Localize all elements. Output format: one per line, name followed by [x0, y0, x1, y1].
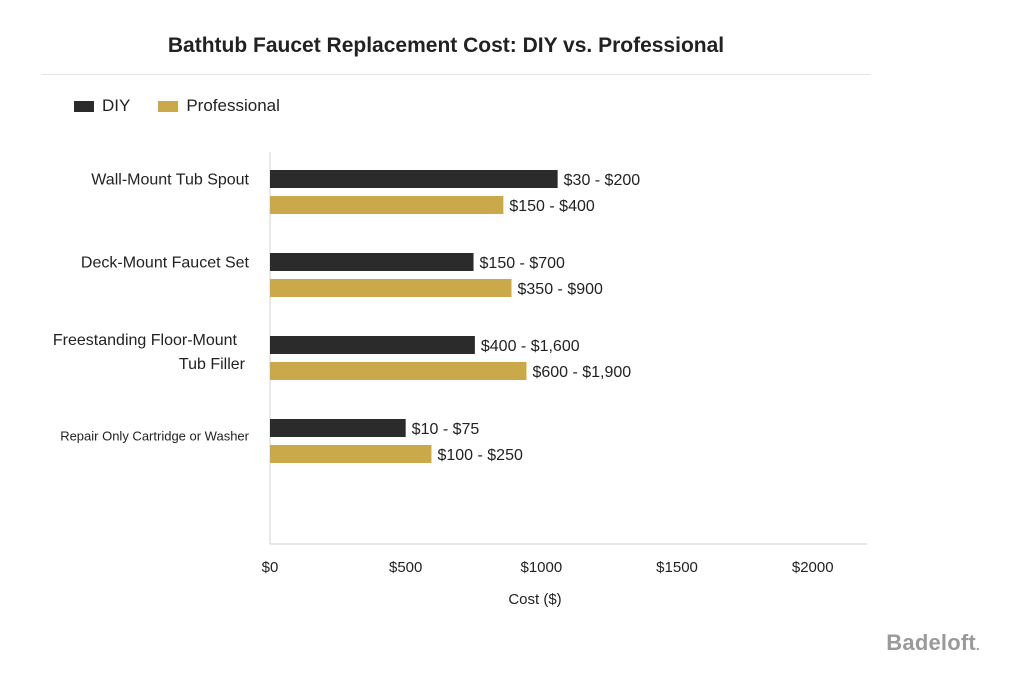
- category-label: Repair Only Cartridge or Washer: [60, 429, 249, 444]
- title-divider: [42, 74, 870, 75]
- x-tick-label: $500: [389, 559, 422, 576]
- x-axis-label: Cost ($): [508, 591, 561, 608]
- chart-title: Bathtub Faucet Replacement Cost: DIY vs.…: [167, 34, 725, 57]
- x-tick-label: $1000: [521, 559, 563, 576]
- bar-value-label: $30 - $200: [564, 172, 641, 189]
- bar-diy: [270, 170, 558, 188]
- bar-diy: [270, 253, 474, 271]
- legend-label-diy: DIY: [102, 96, 131, 115]
- x-tick-label: $2000: [792, 559, 834, 576]
- bar-value-label: $400 - $1,600: [481, 338, 580, 355]
- legend-swatch-professional: [158, 100, 179, 112]
- bar-diy: [270, 336, 475, 354]
- brand-dot: .: [975, 637, 980, 653]
- category-label: Wall-Mount Tub Spout: [91, 172, 249, 189]
- x-tick-label: $1500: [656, 559, 698, 576]
- bar-value-label: $600 - $1,900: [532, 364, 631, 381]
- legend-item-professional: Professional: [158, 96, 280, 116]
- brand-logo: Badeloft.: [886, 630, 980, 656]
- legend-item-diy: DIY: [74, 96, 130, 116]
- bar-professional: [270, 196, 504, 214]
- category-label: Deck-Mount Faucet Set: [81, 255, 250, 272]
- bar-professional: [270, 445, 432, 463]
- category-label: Freestanding Floor-Mount: [53, 332, 238, 349]
- category-label: Tub Filler: [179, 356, 246, 373]
- legend-label-professional: Professional: [186, 96, 280, 115]
- bar-professional: [270, 362, 527, 380]
- chart-legend: DIY Professional: [74, 96, 308, 116]
- bar-value-label: $10 - $75: [412, 421, 480, 438]
- brand-name: Badeloft: [886, 630, 976, 655]
- bar-value-label: $350 - $900: [518, 281, 604, 298]
- bar-value-label: $150 - $700: [480, 255, 566, 272]
- legend-swatch-diy: [74, 100, 94, 112]
- bar-diy: [270, 419, 406, 437]
- bar-value-label: $150 - $400: [509, 198, 595, 215]
- bar-value-label: $100 - $250: [437, 447, 523, 464]
- x-tick-label: $0: [262, 559, 279, 576]
- bar-professional: [270, 279, 512, 297]
